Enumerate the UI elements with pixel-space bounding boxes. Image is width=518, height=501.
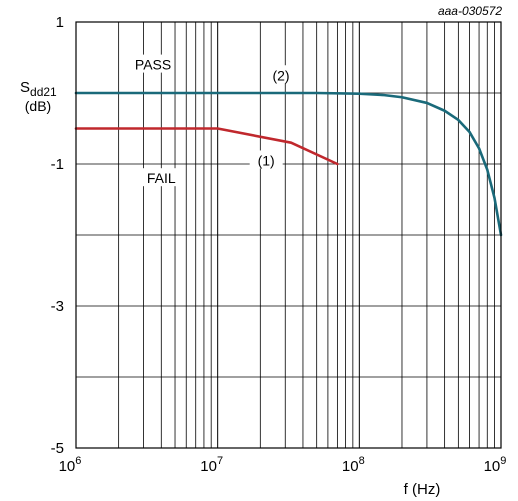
series-lines: [74, 91, 503, 237]
y-tick-label: 1: [56, 14, 64, 31]
annotations: PASS FAIL (2) (1): [132, 54, 298, 187]
y-axis-label: Sdd21: [20, 79, 57, 99]
annotation-background: [132, 54, 175, 73]
series-line-2: [74, 91, 503, 237]
annotation-label: (1): [258, 152, 275, 168]
x-axis-label: f (Hz): [404, 481, 441, 498]
series-line-1: [74, 127, 339, 166]
x-tick-label: 109: [484, 455, 507, 475]
y-axis-unit: (dB): [25, 98, 51, 114]
x-tick-label: 107: [200, 455, 223, 475]
annotation-label: PASS: [135, 57, 171, 73]
annotation-background: [249, 150, 283, 169]
grid: [75, 21, 501, 449]
y-tick-label: -1: [51, 156, 64, 173]
annotation-background: [264, 65, 298, 84]
y-tick-label: -3: [51, 298, 64, 315]
annotation-label: FAIL: [147, 170, 176, 186]
x-tick-label: 108: [342, 455, 365, 475]
figure-id: aaa-030572: [438, 4, 502, 18]
plot-frame: [75, 21, 502, 449]
x-tick-label: 106: [59, 455, 82, 475]
y-tick-labels: 1 -1 -3 -5: [51, 14, 64, 457]
annotation-background: [140, 168, 183, 187]
y-tick-label: -5: [51, 440, 64, 457]
annotation-label: (2): [272, 67, 289, 83]
x-tick-labels: 106 107 108 109: [59, 455, 507, 475]
